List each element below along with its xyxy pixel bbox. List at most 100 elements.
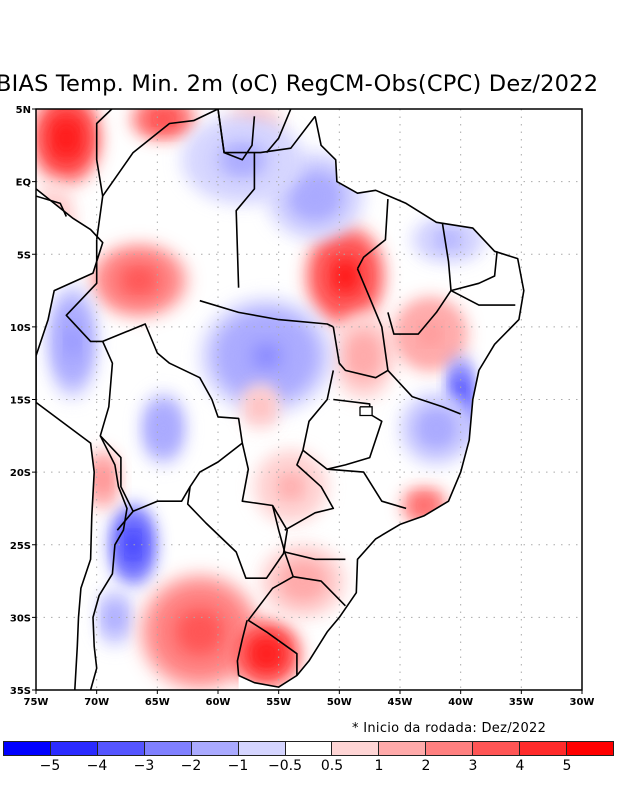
- bias-contour: [305, 187, 325, 205]
- colorbar: [3, 741, 614, 756]
- colorbar-label: −3: [133, 758, 155, 774]
- boundary-state-ba: [387, 369, 461, 415]
- boundary-state-sp-mg: [327, 468, 407, 510]
- y-tick-label: 35S: [10, 686, 31, 697]
- y-tick-label: 5N: [16, 105, 31, 116]
- boundary-brazil-west: [65, 239, 298, 676]
- colorbar-label: 1: [374, 758, 384, 774]
- boundary-paraguay: [186, 486, 289, 580]
- bias-contour: [441, 235, 456, 245]
- bias-contour: [337, 265, 354, 287]
- y-tick-label: 15S: [10, 396, 31, 407]
- bias-contour: [419, 502, 429, 510]
- bias-blob: [88, 450, 118, 509]
- boundary-state-ce: [450, 251, 498, 292]
- x-tick-label: 45W: [388, 697, 413, 708]
- boundary-state-pa-am: [235, 152, 256, 288]
- bias-contour: [67, 329, 78, 354]
- colorbar-labels: −5 −4 −3 −2 −1 −0.5 0.5 1 2 3 4 5: [0, 758, 618, 778]
- colorbar-label: 0.5: [320, 758, 344, 774]
- colorbar-label: 4: [515, 758, 525, 774]
- boundary-argentina-chile-north: [116, 510, 134, 531]
- x-tick-label: 75W: [24, 697, 49, 708]
- y-tick-label: 20S: [10, 468, 31, 479]
- chart-title: BIAS Temp. Min. 2m (oC) RegCM-Obs(CPC) D…: [0, 71, 599, 97]
- x-tick-label: 30W: [570, 697, 595, 708]
- ocean-mask: [36, 109, 582, 690]
- colorbar-swatch: [4, 742, 51, 755]
- boundary-uruguay-argentina: [236, 620, 248, 676]
- bias-contour: [294, 573, 312, 589]
- bias-blob: [333, 312, 394, 400]
- colorbar-label: −5: [39, 758, 61, 774]
- gridlines: [36, 109, 582, 690]
- boundary-state-go-west: [302, 370, 335, 451]
- boundary-state-ms: [284, 449, 335, 531]
- colorbar-label: −2: [180, 758, 202, 774]
- y-tick-label: 10S: [10, 323, 31, 334]
- bias-blob: [242, 384, 279, 429]
- bias-blob: [90, 244, 188, 317]
- bias-blob: [48, 283, 97, 400]
- bias-contour: [128, 536, 138, 553]
- boundary-peru-ecuador: [36, 195, 68, 217]
- bias-blob: [412, 217, 485, 262]
- x-tick-label: 35W: [509, 697, 534, 708]
- bias-blob: [111, 504, 155, 586]
- colorbar-swatch: [520, 742, 568, 755]
- bias-blob: [306, 225, 385, 327]
- political-boundaries: [36, 109, 525, 690]
- boundary-colombia-venezuela: [95, 109, 114, 197]
- bias-blob: [97, 588, 132, 647]
- bias-contour: [256, 402, 265, 412]
- boundary-andes-border: [89, 435, 128, 690]
- colorbar-swatch: [191, 742, 239, 755]
- pacific-ocean: [36, 188, 103, 690]
- colorbar-swatch: [50, 742, 98, 755]
- colorbar-label: −4: [86, 758, 108, 774]
- x-tick-label: 60W: [206, 697, 231, 708]
- y-tick-label: 5S: [17, 250, 31, 261]
- colorbar-label: 3: [468, 758, 478, 774]
- boundary-state-ma-pi: [356, 199, 389, 270]
- colorbar-label: 5: [562, 758, 572, 774]
- bias-contour: [283, 479, 299, 494]
- boundary-state-mt-north: [199, 299, 334, 328]
- bias-contour: [187, 620, 212, 644]
- colorbar-swatch: [332, 742, 380, 755]
- bias-contour: [423, 326, 438, 342]
- colorbar-swatch: [238, 742, 286, 755]
- bias-blob: [400, 392, 473, 465]
- colorbar-swatch: [473, 742, 521, 755]
- x-tick-label: 40W: [448, 697, 473, 708]
- colorbar-swatch: [379, 742, 427, 755]
- boundary-east-coast: [238, 116, 525, 688]
- colorbar-swatch: [426, 742, 474, 755]
- bias-contour: [129, 273, 149, 288]
- boundary-south-america-west-coast: [36, 188, 104, 690]
- y-axis: 5N EQ 5S 10S 15S 20S 25S 30S 35S: [10, 105, 36, 697]
- colorbar-label: −0.5: [268, 758, 302, 774]
- atlantic-ocean: [238, 109, 582, 690]
- boundary-state-pe: [450, 289, 516, 306]
- x-axis: 75W 70W 65W 60W 55W 50W 45W 40W 35W 30W: [24, 690, 595, 708]
- bias-blob: [131, 109, 195, 139]
- bias-blob: [393, 297, 467, 371]
- x-tick-label: 50W: [327, 697, 352, 708]
- bias-contour: [357, 347, 370, 365]
- bias-contour: [99, 473, 106, 486]
- bias-contour: [159, 421, 168, 436]
- boundary-suriname-fg: [265, 109, 292, 154]
- colorbar-swatch: [97, 742, 145, 755]
- boundary-state-pr: [284, 551, 346, 561]
- bias-contour: [259, 647, 274, 661]
- bias-contour: [59, 128, 74, 148]
- bias-contour: [157, 115, 170, 123]
- boundary-state-pi: [387, 223, 452, 335]
- boundary-federal-district: [359, 406, 373, 417]
- y-tick-label: 25S: [10, 541, 31, 552]
- bias-blob: [36, 109, 101, 185]
- boundary-state-to: [332, 268, 389, 379]
- bias-contour: [111, 611, 119, 624]
- x-tick-label: 65W: [145, 697, 170, 708]
